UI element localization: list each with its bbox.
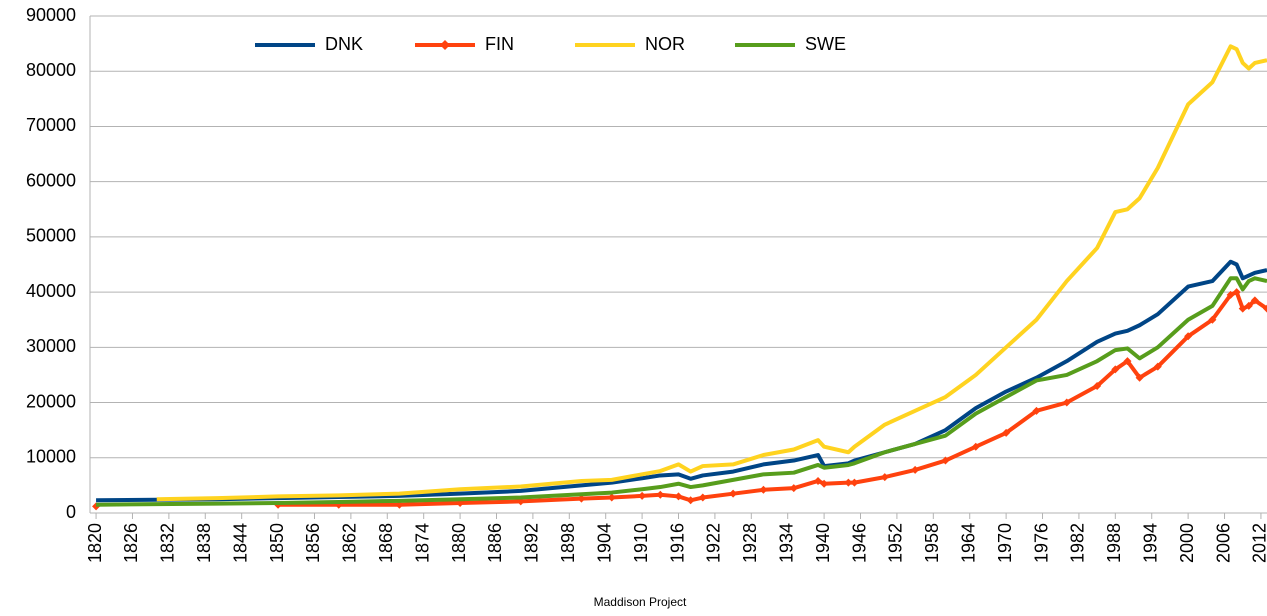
x-tick-label: 1850 (267, 523, 287, 563)
y-tick-label: 10000 (26, 447, 76, 467)
x-tick-label: 1934 (776, 523, 796, 563)
point-marker (607, 493, 616, 502)
y-tick-label: 60000 (26, 170, 76, 190)
point-marker (941, 456, 950, 465)
point-marker (1184, 332, 1193, 341)
x-tick-label: 1928 (740, 523, 760, 563)
source-label: Maddison Project (594, 595, 687, 609)
x-tick-label: 1826 (121, 523, 141, 563)
point-marker (656, 490, 665, 499)
legend-marker (440, 40, 450, 50)
x-tick-label: 1976 (1031, 523, 1051, 563)
x-tick-label: 1988 (1104, 523, 1124, 563)
point-marker (971, 442, 980, 451)
point-marker (1263, 304, 1267, 313)
point-marker (1093, 381, 1102, 390)
series-line (156, 44, 1267, 502)
x-tick-label: 1874 (412, 523, 432, 563)
point-marker (880, 473, 889, 482)
y-tick-label: 50000 (26, 226, 76, 246)
point-marker (1244, 301, 1253, 310)
x-tick-label: 1970 (995, 523, 1015, 563)
x-tick-label: 1892 (522, 523, 542, 563)
x-tick-label: 1904 (594, 523, 614, 563)
x-tick-label: 1940 (813, 523, 833, 563)
point-marker (1232, 288, 1241, 297)
x-tick-label: 1952 (886, 523, 906, 563)
point-marker (844, 478, 853, 487)
x-tick-label: 1994 (1140, 523, 1160, 563)
point-marker (638, 491, 647, 500)
series-line (96, 259, 1267, 503)
legend-label: DNK (325, 34, 363, 54)
y-tick-label: 40000 (26, 281, 76, 301)
y-tick-label: 30000 (26, 336, 76, 356)
point-marker (1062, 398, 1071, 407)
x-tick-label: 1838 (194, 523, 214, 563)
x-tick-label: 1916 (667, 523, 687, 563)
point-marker (1111, 365, 1120, 374)
x-tick-label: 1946 (849, 523, 869, 563)
x-tick-label: 2006 (1213, 523, 1233, 563)
x-tick-label: 1910 (631, 523, 651, 563)
x-tick-label: 1898 (558, 523, 578, 563)
point-marker (1135, 373, 1144, 382)
point-marker (1032, 406, 1041, 415)
point-marker (686, 496, 695, 505)
point-marker (1123, 357, 1132, 366)
x-tick-label: 1958 (922, 523, 942, 563)
x-tick-label: 1886 (485, 523, 505, 563)
point-marker (1002, 428, 1011, 437)
point-marker (577, 494, 586, 503)
x-tick-label: 1862 (340, 523, 360, 563)
point-marker (674, 492, 683, 501)
legend-label: SWE (805, 34, 846, 54)
legend-label: FIN (485, 34, 514, 54)
point-marker (911, 465, 920, 474)
point-marker (850, 478, 859, 487)
legend-label: NOR (645, 34, 685, 54)
x-tick-label: 1856 (303, 523, 323, 563)
x-tick-label: 2000 (1177, 523, 1197, 563)
series-line (96, 276, 1267, 507)
y-tick-label: 90000 (26, 5, 76, 25)
x-tick-label: 1922 (704, 523, 724, 563)
y-tick-label: 0 (66, 502, 76, 522)
x-tick-label: 1964 (958, 523, 978, 563)
x-tick-label: 1868 (376, 523, 396, 563)
point-marker (814, 476, 823, 485)
point-marker (1208, 315, 1217, 324)
x-tick-label: 1880 (449, 523, 469, 563)
x-tick-label: 1832 (158, 523, 178, 563)
y-tick-label: 70000 (26, 115, 76, 135)
point-marker (759, 485, 768, 494)
y-tick-label: 80000 (26, 60, 76, 80)
x-tick-label: 1820 (85, 523, 105, 563)
point-marker (820, 479, 829, 488)
y-tick-label: 20000 (26, 391, 76, 411)
point-marker (729, 489, 738, 498)
x-tick-label: 1982 (1068, 523, 1088, 563)
x-tick-label: 1844 (230, 523, 250, 563)
point-marker (789, 484, 798, 493)
point-marker (698, 493, 707, 502)
x-tick-label: 2012 (1250, 523, 1267, 563)
point-marker (1238, 304, 1247, 313)
point-marker (1250, 296, 1259, 305)
point-marker (1153, 362, 1162, 371)
point-marker (1226, 290, 1235, 299)
